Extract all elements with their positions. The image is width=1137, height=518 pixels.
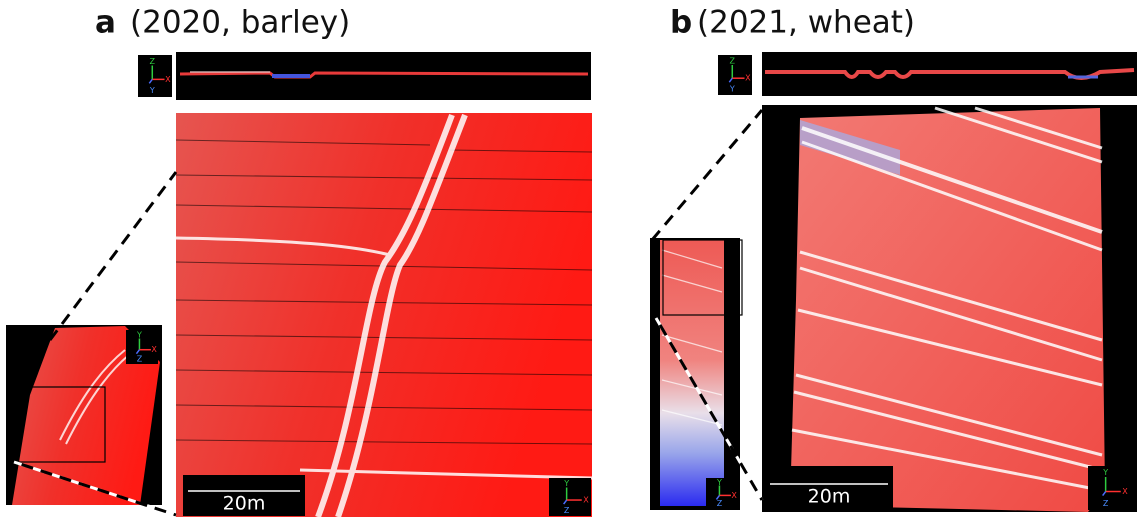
scale-label: 20m bbox=[808, 486, 851, 508]
axis-triad: YXZ bbox=[706, 478, 738, 508]
zoom-view: 20m bbox=[176, 113, 592, 517]
axis-label: Y bbox=[136, 331, 142, 340]
side-view bbox=[176, 52, 591, 100]
axis-label: Z bbox=[137, 354, 143, 363]
axis-label: X bbox=[745, 74, 751, 83]
axis-label: Z bbox=[717, 499, 723, 508]
axis-label: X bbox=[1122, 487, 1128, 496]
axis-triad: ZX Y bbox=[718, 55, 752, 95]
panel-caption: (2021, wheat) bbox=[697, 5, 915, 41]
axis-triad: Y X Z bbox=[1088, 466, 1130, 510]
axis-triad: YXZ bbox=[126, 330, 158, 364]
axis-triad: Y X Z bbox=[549, 478, 591, 516]
panel-caption: (2020, barley) bbox=[130, 5, 350, 41]
axis-label: Z bbox=[150, 57, 156, 66]
axis-label: X bbox=[583, 496, 589, 505]
side-view bbox=[762, 52, 1137, 96]
axis-label: Z bbox=[730, 57, 736, 66]
zoom-view: 20m bbox=[762, 105, 1137, 512]
axis-label: X bbox=[165, 75, 171, 84]
axis-label: Y bbox=[729, 85, 735, 94]
axis-label: X bbox=[151, 345, 157, 354]
axis-label: Y bbox=[1102, 468, 1108, 477]
axis-label: Z bbox=[564, 506, 570, 515]
axis-label: Z bbox=[1103, 499, 1109, 508]
axis-label: Y bbox=[563, 479, 569, 488]
figure: a (2020, barley) 20m bbox=[0, 0, 1137, 518]
scale-label: 20m bbox=[223, 493, 266, 515]
overview bbox=[650, 238, 742, 510]
panel-label: a bbox=[95, 5, 116, 41]
zoom-connector bbox=[652, 110, 762, 240]
axis-label: Y bbox=[149, 86, 155, 95]
axis-label: X bbox=[731, 491, 737, 500]
panel-label: b bbox=[670, 5, 692, 41]
axis-label: Y bbox=[716, 478, 722, 487]
axis-triad: ZX Y bbox=[138, 55, 172, 97]
